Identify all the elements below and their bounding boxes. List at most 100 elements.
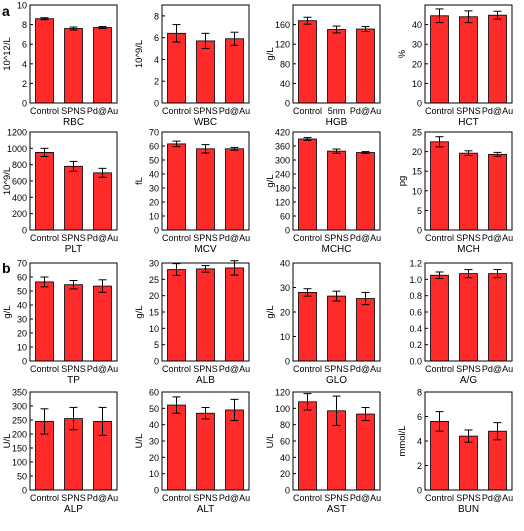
y-tick-label: 30 — [149, 259, 159, 269]
y-tick-label: 0 — [154, 226, 159, 236]
y-tick-label: 25 — [149, 275, 159, 285]
x-tick-label: Pd@Au — [87, 493, 118, 503]
y-tick-label: 600 — [12, 177, 27, 187]
y-tick-label: 20 — [280, 308, 290, 318]
x-tick-label: SPNS — [193, 493, 218, 503]
y-tick-label: 0 — [154, 357, 159, 367]
y-axis-label: g/L — [265, 174, 276, 187]
y-tick-label: 10 — [149, 324, 159, 334]
y-axis-label: U/L — [265, 434, 276, 449]
chart-panel-15: Control SPNS Pd@Au 0 2 4 6 8 BUN mmol/L — [397, 388, 513, 516]
bar — [356, 413, 375, 491]
bar — [356, 28, 375, 104]
panels: Control SPNS Pd@Au0246810RBC10^12/LControl… — [2, 1, 513, 516]
x-tick-label: Pd@Au — [87, 106, 118, 116]
x-axis-label: ALB — [196, 375, 215, 386]
y-tick-label: 8 — [22, 20, 27, 30]
y-axis-label: fL — [134, 177, 145, 185]
y-tick-label: 4 — [22, 59, 27, 69]
y-tick-label: 420 — [275, 128, 290, 138]
plot-frame — [29, 391, 118, 491]
plot-frame — [161, 391, 250, 491]
y-tick-label: 5 — [417, 206, 422, 216]
y-tick-label: 200 — [12, 209, 27, 219]
y-axis-label: g/L — [134, 305, 145, 318]
x-axis-label: GLO — [326, 375, 347, 386]
x-tick-label: Control — [425, 106, 454, 116]
y-tick-label: 0 — [154, 99, 159, 109]
plot-frame — [292, 262, 381, 362]
y-tick-label: 20 — [149, 198, 159, 208]
plot-frame — [29, 4, 118, 104]
y-axis-label: g/L — [2, 305, 13, 318]
bar — [356, 152, 375, 231]
bar — [64, 28, 83, 104]
x-tick-label: Control — [162, 233, 191, 243]
y-tick-label: 40 — [17, 301, 27, 311]
x-tick-label: Control — [293, 233, 322, 243]
y-tick-label: 300 — [12, 402, 27, 412]
bar — [327, 29, 346, 104]
bar — [64, 165, 83, 231]
bar — [488, 153, 507, 231]
y-tick-label: 240 — [275, 170, 290, 180]
bar — [298, 138, 317, 231]
y-tick-label: 0 — [285, 226, 290, 236]
x-axis-label: ALT — [197, 504, 215, 515]
chart-panel-11: Control SPNS Pd@Au 0.0 0.2 0.4 0.6 0.8 1.0 1.2 A/G — [409, 259, 513, 387]
y-tick-label: 0 — [285, 99, 290, 109]
bar — [35, 281, 54, 362]
x-axis-label: ALP — [64, 504, 83, 515]
y-tick-label: 200 — [12, 430, 27, 440]
y-tick-label: 6 — [154, 33, 159, 43]
plot-frame — [292, 131, 381, 231]
x-tick-label: Control — [293, 364, 322, 374]
x-tick-label: SPNS — [456, 493, 481, 503]
y-tick-label: 60 — [280, 212, 290, 222]
y-tick-label: 20 — [17, 329, 27, 339]
bar — [225, 267, 244, 362]
x-tick-label: Pd@Au — [350, 106, 381, 116]
x-axis-label: PLT — [65, 244, 83, 255]
x-tick-label: Control — [30, 233, 59, 243]
bar — [327, 295, 346, 362]
y-tick-label: 4 — [154, 55, 159, 65]
y-tick-label: 160 — [275, 20, 290, 30]
y-tick-label: 360 — [275, 142, 290, 152]
bar — [459, 273, 478, 362]
plot-frame — [161, 4, 250, 104]
plot-frame — [161, 131, 250, 231]
chart-panel-3: Control SPNS Pd@Au 0 10 20 30 40 HCT% — [397, 4, 513, 128]
plot-frame — [424, 131, 513, 231]
y-tick-label: 6 — [417, 412, 422, 422]
x-axis-label: TP — [67, 375, 80, 386]
x-tick-label: Control — [30, 364, 59, 374]
chart-panel-13: Control SPNS Pd@Au 0 10 20 30 40 50 60 ALT U/L — [134, 388, 250, 516]
x-tick-label: Control — [162, 493, 191, 503]
y-tick-label: 100 — [275, 404, 290, 414]
plot-frame — [424, 4, 513, 104]
y-tick-label: 60 — [280, 437, 290, 447]
y-tick-label: 60 — [17, 273, 27, 283]
y-tick-label: 40 — [280, 79, 290, 89]
y-tick-label: 50 — [149, 404, 159, 414]
y-axis-label: g/L — [265, 47, 276, 60]
bar — [459, 16, 478, 104]
bar — [298, 291, 317, 362]
chart-panel-8: Control SPNS Pd@Au 0 10 20 30 40 50 60 70 TP g/L — [2, 259, 118, 387]
y-tick-label: 120 — [275, 388, 290, 398]
y-tick-label: 8 — [417, 388, 422, 398]
bar — [298, 401, 317, 491]
bar — [93, 172, 112, 231]
y-tick-label: 60 — [149, 388, 159, 398]
x-axis-label: A/G — [460, 375, 477, 386]
section-label-a: a — [2, 3, 10, 19]
plot-frame — [424, 262, 513, 362]
bar — [196, 268, 215, 362]
y-axis-label: g/L — [265, 305, 276, 318]
x-tick-label: SPNS — [324, 364, 349, 374]
x-tick-label: Control — [425, 364, 454, 374]
y-tick-label: 150 — [12, 444, 27, 454]
bar — [35, 18, 54, 104]
